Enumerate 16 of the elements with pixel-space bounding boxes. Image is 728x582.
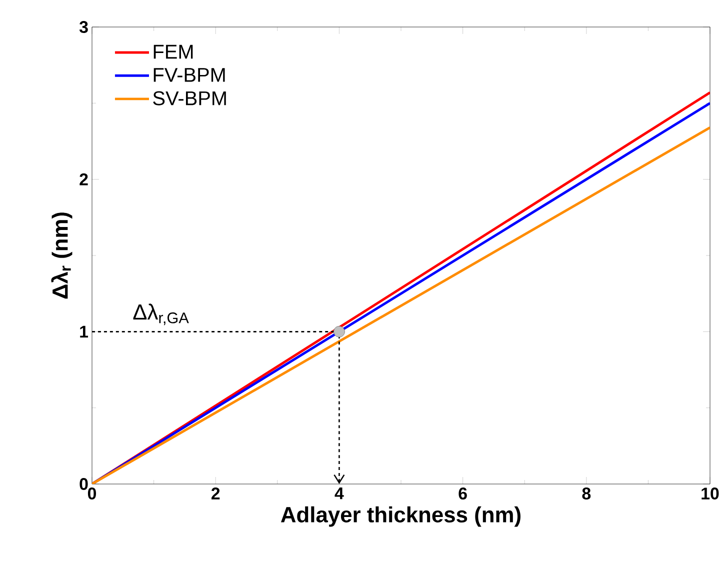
- annotation: Δλ$_{r,GA}$: [133, 304, 189, 326]
- x-tick-label: 10: [702, 488, 719, 500]
- x-tick-label: 6: [458, 488, 467, 500]
- y-tick-label: 2: [80, 173, 88, 186]
- x-tick-label: 4: [334, 488, 344, 500]
- legend-label: FEM: [154, 44, 193, 59]
- x-tick-label: 2: [211, 488, 220, 500]
- y-tick-label: 3: [79, 20, 88, 33]
- x-tick-label: 8: [582, 488, 591, 500]
- y-tick-label: 0: [80, 478, 88, 490]
- x-axis-title: Adlayer thickness (nm): [280, 506, 520, 527]
- legend-label: SV-BPM: [153, 91, 226, 106]
- y-tick-label: 1: [80, 326, 88, 338]
- y-axis-title: Δλ$_{r}$ (nm): [51, 212, 72, 299]
- legend-label: FV-BPM: [154, 68, 225, 82]
- x-tick-label: 0: [88, 488, 96, 500]
